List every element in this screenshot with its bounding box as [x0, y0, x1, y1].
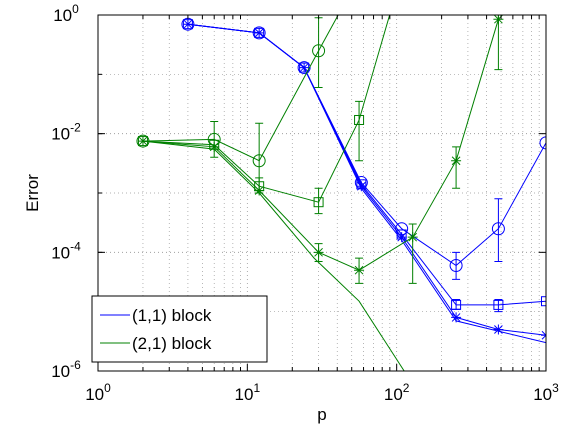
ticks: 100 101 102 103 10-6 10-4 10-2 100 — [51, 2, 559, 404]
series-line-group — [137, 15, 391, 215]
marker — [252, 154, 266, 168]
legend-label: (1,1) block — [132, 306, 212, 325]
marker — [541, 296, 546, 307]
plot-area — [136, 15, 546, 371]
y-tick-label: 100 — [53, 2, 79, 25]
marker — [451, 155, 462, 166]
error-bar — [355, 100, 364, 162]
y-tick-label: 10-4 — [51, 239, 81, 262]
x-axis-label: p — [317, 405, 326, 424]
series-line — [142, 140, 405, 371]
marker — [354, 265, 365, 276]
error-bar — [452, 146, 461, 189]
marker — [451, 299, 462, 310]
marker — [493, 324, 504, 335]
series-line — [187, 23, 546, 344]
marker — [254, 185, 265, 196]
marker — [451, 312, 462, 323]
marker — [539, 136, 546, 150]
error-bar — [452, 251, 461, 280]
error-bar — [494, 198, 503, 263]
marker — [313, 197, 324, 208]
marker — [493, 299, 504, 310]
series-line-group — [187, 23, 546, 344]
marker — [209, 141, 220, 152]
y-axis-label: Error — [23, 174, 42, 212]
x-tick-label: 102 — [384, 381, 410, 404]
error-bar — [314, 187, 323, 215]
marker — [493, 15, 504, 25]
marker — [491, 222, 505, 236]
legend-box — [91, 295, 268, 363]
marker — [449, 258, 463, 272]
x-tick-label: 103 — [533, 381, 559, 404]
legend: (1,1) block (2,1) block — [91, 295, 268, 363]
series-line-group — [136, 15, 339, 194]
marker — [312, 44, 326, 58]
marker — [354, 114, 365, 125]
legend-label: (2,1) block — [132, 334, 212, 353]
series-line — [142, 15, 391, 203]
marker — [396, 232, 407, 243]
x-tick-label: 100 — [85, 381, 111, 404]
marker — [297, 61, 311, 75]
y-tick-label: 10-2 — [51, 121, 81, 144]
x-tick-label: 101 — [235, 381, 261, 404]
series-line — [142, 19, 499, 271]
series-line-group — [137, 15, 504, 284]
marker — [407, 232, 418, 243]
y-tick-label: 10-6 — [51, 358, 81, 381]
marker — [313, 247, 324, 258]
marker — [137, 136, 148, 147]
series-line-group — [142, 140, 405, 371]
marker — [356, 181, 367, 192]
marker — [252, 26, 266, 40]
